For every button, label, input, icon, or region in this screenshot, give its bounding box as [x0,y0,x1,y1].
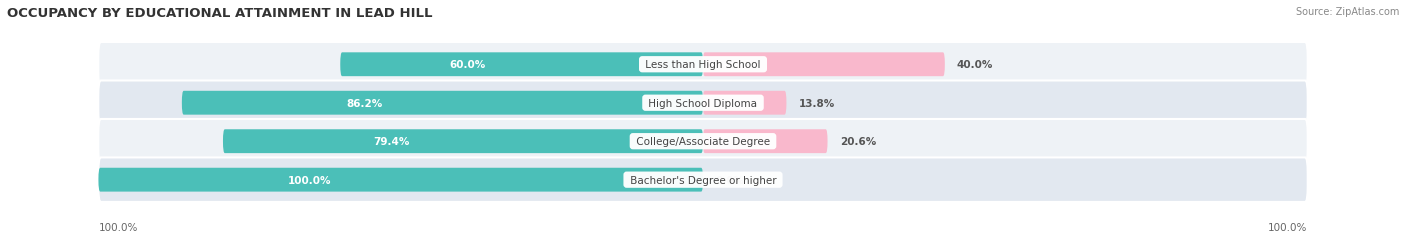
FancyBboxPatch shape [703,91,786,115]
Text: 79.4%: 79.4% [373,137,409,146]
Text: Source: ZipAtlas.com: Source: ZipAtlas.com [1295,7,1399,17]
Text: 40.0%: 40.0% [957,60,993,70]
Text: 100.0%: 100.0% [98,222,138,231]
Text: High School Diploma: High School Diploma [645,98,761,108]
FancyBboxPatch shape [224,130,703,153]
FancyBboxPatch shape [98,168,703,192]
FancyBboxPatch shape [98,81,1308,125]
FancyBboxPatch shape [703,130,828,153]
Text: 13.8%: 13.8% [799,98,835,108]
FancyBboxPatch shape [98,119,1308,164]
Text: 86.2%: 86.2% [346,98,382,108]
Text: 0.0%: 0.0% [716,175,744,185]
Text: 100.0%: 100.0% [1268,222,1308,231]
Text: 100.0%: 100.0% [288,175,332,185]
Text: 60.0%: 60.0% [449,60,485,70]
Text: Less than High School: Less than High School [643,60,763,70]
FancyBboxPatch shape [98,43,1308,87]
FancyBboxPatch shape [340,53,703,77]
FancyBboxPatch shape [98,158,1308,202]
FancyBboxPatch shape [181,91,703,115]
Text: Bachelor's Degree or higher: Bachelor's Degree or higher [627,175,779,185]
Text: 20.6%: 20.6% [839,137,876,146]
FancyBboxPatch shape [703,53,945,77]
Text: OCCUPANCY BY EDUCATIONAL ATTAINMENT IN LEAD HILL: OCCUPANCY BY EDUCATIONAL ATTAINMENT IN L… [7,7,433,20]
Text: College/Associate Degree: College/Associate Degree [633,137,773,146]
